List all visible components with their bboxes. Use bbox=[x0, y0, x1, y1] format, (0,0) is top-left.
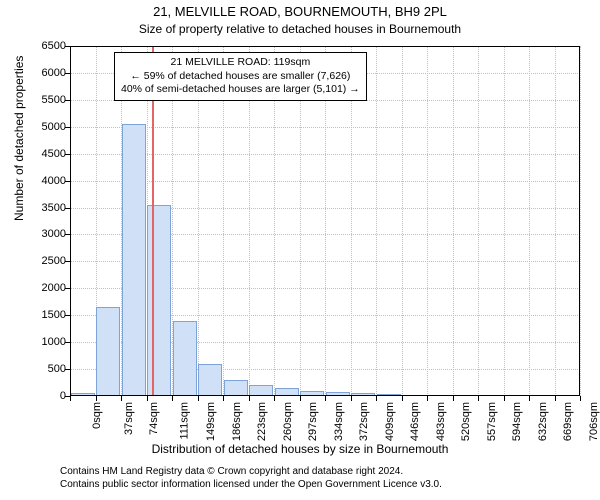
y-tick-label: 2500 bbox=[16, 255, 66, 267]
x-tick-label: 557sqm bbox=[486, 402, 498, 441]
x-tick-label: 594sqm bbox=[511, 402, 523, 441]
x-tick-label: 37sqm bbox=[123, 402, 135, 435]
footer-line-2: Contains public sector information licen… bbox=[60, 478, 442, 491]
y-tick-label: 6500 bbox=[16, 40, 66, 52]
x-tick-label: 0sqm bbox=[91, 402, 103, 429]
x-tick-label: 149sqm bbox=[205, 402, 217, 441]
x-tick-label: 632sqm bbox=[537, 402, 549, 441]
x-tick-label: 334sqm bbox=[333, 402, 345, 441]
chart-title: 21, MELVILLE ROAD, BOURNEMOUTH, BH9 2PL bbox=[0, 4, 600, 19]
x-tick-label: 111sqm bbox=[178, 402, 190, 440]
x-tick-label: 483sqm bbox=[435, 402, 447, 441]
x-tick-label: 520sqm bbox=[460, 402, 472, 441]
y-tick-label: 2000 bbox=[16, 282, 66, 294]
gridline-v bbox=[580, 46, 581, 396]
y-axis-label: Number of detached properties bbox=[12, 56, 26, 221]
x-tick-label: 186sqm bbox=[231, 402, 243, 441]
y-tick-label: 1500 bbox=[16, 309, 66, 321]
chart-container: 21, MELVILLE ROAD, BOURNEMOUTH, BH9 2PL … bbox=[0, 0, 600, 500]
x-tick-label: 260sqm bbox=[282, 402, 294, 441]
x-tick-label: 223sqm bbox=[256, 402, 268, 441]
x-tick-label: 669sqm bbox=[562, 402, 574, 441]
y-tick-label: 3000 bbox=[16, 228, 66, 240]
footer-attribution: Contains HM Land Registry data © Crown c… bbox=[60, 465, 442, 491]
y-tick-label: 0 bbox=[16, 390, 66, 402]
chart-subtitle: Size of property relative to detached ho… bbox=[0, 22, 600, 36]
x-tick-label: 706sqm bbox=[588, 402, 600, 441]
x-tick-label: 409sqm bbox=[384, 402, 396, 441]
footer-line-1: Contains HM Land Registry data © Crown c… bbox=[60, 465, 442, 478]
x-tick-label: 74sqm bbox=[148, 402, 160, 435]
y-tick-label: 1000 bbox=[16, 336, 66, 348]
plot-area: 21 MELVILLE ROAD: 119sqm← 59% of detache… bbox=[70, 46, 580, 396]
x-tick-label: 446sqm bbox=[409, 402, 421, 441]
x-axis-label: Distribution of detached houses by size … bbox=[0, 442, 600, 456]
plot-border bbox=[70, 46, 580, 396]
x-tick-label: 372sqm bbox=[358, 402, 370, 441]
x-tick-label: 297sqm bbox=[307, 402, 319, 441]
y-tick-label: 500 bbox=[16, 363, 66, 375]
